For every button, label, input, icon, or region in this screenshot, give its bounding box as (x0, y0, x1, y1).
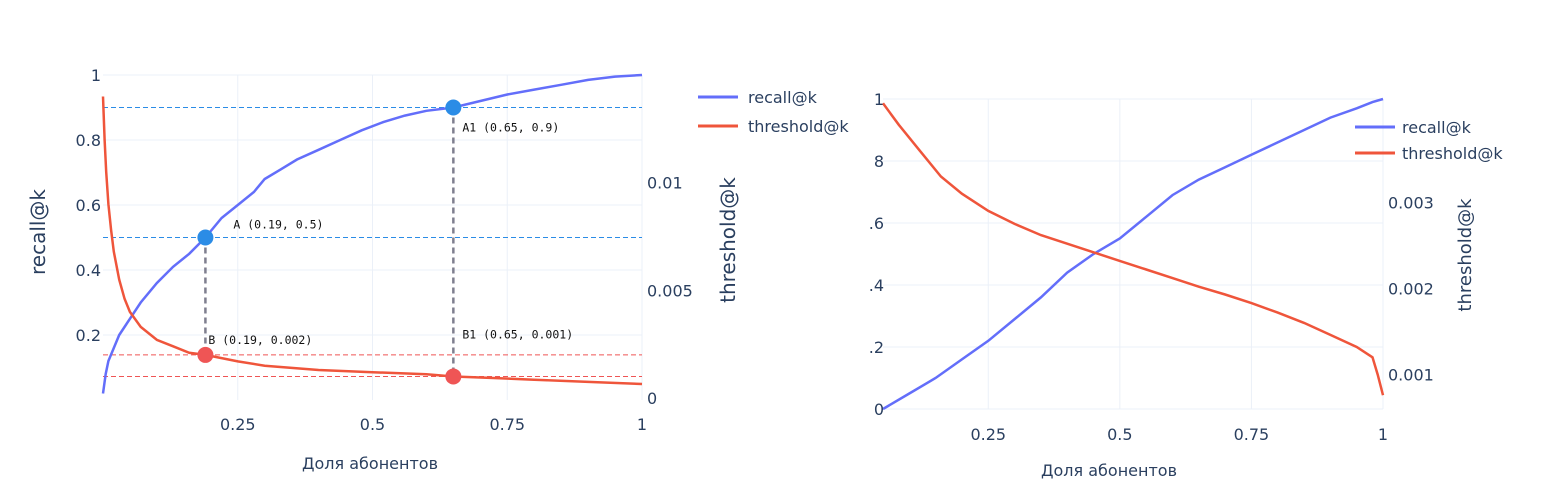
chart-right-recall-line (882, 97, 1384, 411)
y-tick-label: 0.4 (76, 261, 101, 280)
chart-left-recall-line (101, 73, 643, 394)
chart-right-gridlines (883, 98, 1384, 410)
y-tick-label: 0.2 (76, 326, 101, 345)
marker-label-b1: B1 (0.65, 0.001) (462, 327, 573, 341)
x-tick-label: 1 (1378, 425, 1388, 444)
chart-left-markers (197, 99, 462, 385)
y-axis-title: recall@k (26, 189, 50, 275)
chart-right: 0.25 0.5 0.75 1 0 .2 .4 .6 8 1 0.001 0.0… (869, 90, 1504, 480)
x-tick-label: 0.5 (360, 415, 385, 434)
chart-left-gridlines (103, 74, 643, 400)
y-tick-label: 1 (91, 66, 101, 85)
chart-left: A (0.19, 0.5) A1 (0.65, 0.9) B (0.19, 0.… (26, 66, 849, 473)
x-tick-label: 0.25 (220, 415, 256, 434)
y2-axis-title: threshold@k (716, 177, 740, 303)
y2-tick-label: 0.01 (647, 174, 683, 193)
y-tick-label: .2 (869, 338, 884, 357)
y-tick-label: 8 (874, 152, 884, 171)
x-tick-label: 0.25 (970, 425, 1006, 444)
chart-right-threshold-line (881, 102, 1385, 396)
marker-point (197, 346, 214, 363)
y2-tick-label: 0 (647, 389, 657, 408)
x-tick-label: 0.75 (489, 415, 525, 434)
legend-label-threshold[interactable]: threshold@k (1402, 144, 1503, 163)
marker-point (445, 368, 462, 385)
marker-label-b: B (0.19, 0.002) (208, 333, 312, 347)
chart-right-legend: recall@k threshold@k (1355, 118, 1503, 163)
legend-label-recall[interactable]: recall@k (1402, 118, 1472, 137)
legend-label-threshold[interactable]: threshold@k (748, 117, 849, 136)
marker-point (197, 229, 214, 246)
marker-point (445, 99, 462, 116)
x-axis-title: Доля абонентов (302, 454, 438, 473)
y2-tick-label: 0.002 (1388, 279, 1434, 298)
chart-left-guide-lines (103, 107, 642, 377)
legend-label-recall[interactable]: recall@k (748, 88, 818, 107)
x-tick-label: 0.75 (1234, 425, 1270, 444)
y-tick-label: 0 (874, 400, 884, 419)
x-tick-label: 1 (637, 415, 647, 434)
x-axis-title: Доля абонентов (1041, 461, 1177, 480)
y2-tick-label: 0.003 (1388, 193, 1434, 212)
y2-tick-label: 0.001 (1388, 366, 1434, 385)
chart-left-legend: recall@k threshold@k (698, 88, 849, 136)
y2-axis-title: threshold@k (1455, 198, 1476, 312)
y2-tick-label: 0.005 (647, 281, 693, 300)
y-tick-label: 0.6 (76, 196, 101, 215)
x-tick-label: 0.5 (1107, 425, 1132, 444)
y-tick-label: .6 (869, 214, 884, 233)
marker-label-a1: A1 (0.65, 0.9) (462, 121, 559, 135)
y-tick-label: 0.8 (76, 131, 101, 150)
marker-label-a: A (0.19, 0.5) (233, 218, 323, 232)
y-tick-label: 1 (874, 90, 884, 109)
y-tick-label: .4 (869, 276, 884, 295)
